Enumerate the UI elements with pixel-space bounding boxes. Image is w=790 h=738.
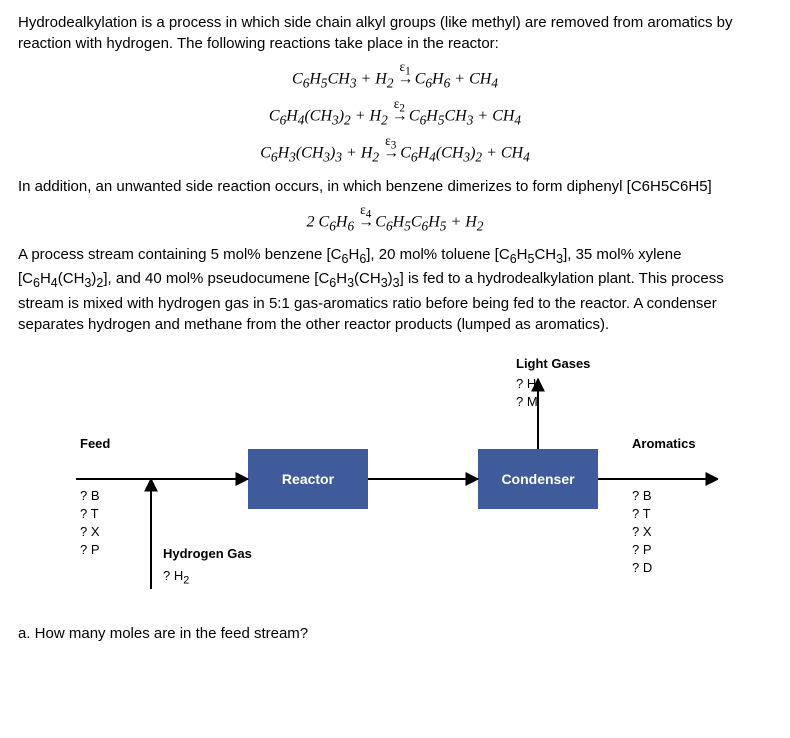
svg-text:Reactor: Reactor [282, 471, 335, 487]
svg-text:Condenser: Condenser [501, 471, 575, 487]
equation-2: C6H4(CH3)2 + H2 →ε2 C6H5CH3 + CH4 [18, 101, 772, 130]
process-description: A process stream containing 5 mol% benze… [18, 244, 772, 335]
equation-1: C6H5CH3 + H2 →ε1 C6H6 + CH4 [18, 64, 772, 93]
question-a: a. How many moles are in the feed stream… [18, 623, 772, 644]
intro-text: Hydrodealkylation is a process in which … [18, 12, 772, 54]
equation-3: C6H3(CH3)3 + H2 →ε3 C6H4(CH3)2 + CH4 [18, 138, 772, 167]
side-reaction-text: In addition, an unwanted side reaction o… [18, 176, 772, 197]
process-diagram: ReactorCondenserFeed? B? T? X? PHydrogen… [18, 349, 772, 609]
equation-4: 2 C6H6 →ε4 C6H5C6H5 + H2 [18, 207, 772, 236]
